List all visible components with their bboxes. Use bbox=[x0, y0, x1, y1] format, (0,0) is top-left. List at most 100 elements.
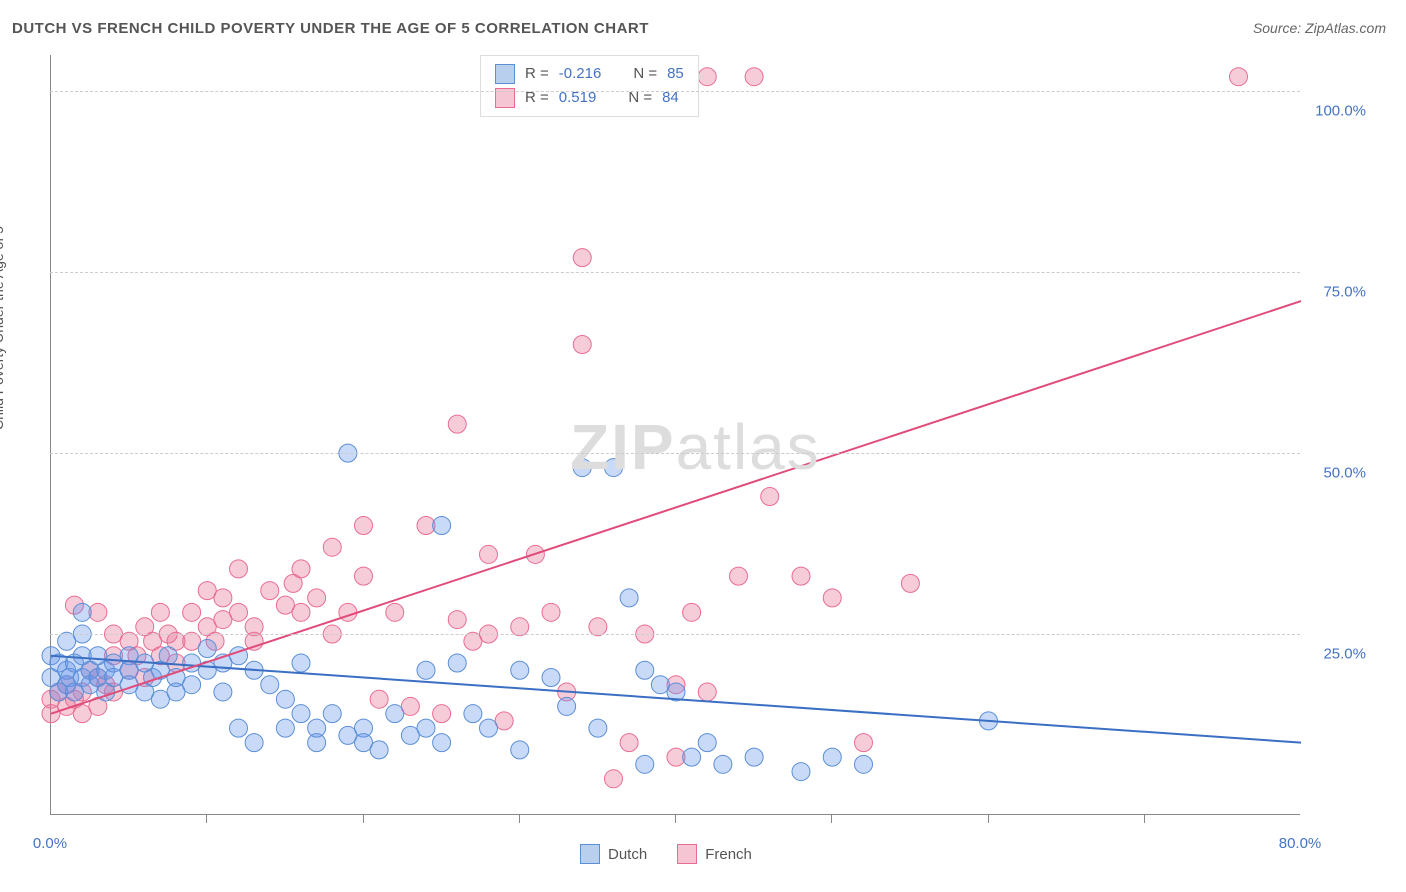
data-point bbox=[214, 589, 232, 607]
data-point bbox=[745, 748, 763, 766]
data-point bbox=[433, 734, 451, 752]
data-point bbox=[605, 770, 623, 788]
data-point bbox=[276, 690, 294, 708]
data-point bbox=[433, 516, 451, 534]
r-label-dutch: R = bbox=[525, 62, 549, 86]
data-point bbox=[292, 560, 310, 578]
data-point bbox=[1230, 68, 1248, 86]
legend-row-dutch: R = -0.216 N = 85 bbox=[495, 62, 684, 86]
source-value: ZipAtlas.com bbox=[1305, 20, 1386, 36]
dutch-swatch-icon bbox=[495, 64, 515, 84]
legend-row-french: R = 0.519 N = 84 bbox=[495, 86, 684, 110]
data-point bbox=[636, 661, 654, 679]
legend-item-dutch: Dutch bbox=[580, 844, 647, 864]
chart-title: DUTCH VS FRENCH CHILD POVERTY UNDER THE … bbox=[12, 20, 649, 37]
data-point bbox=[511, 661, 529, 679]
data-point bbox=[698, 734, 716, 752]
data-point bbox=[464, 705, 482, 723]
data-point bbox=[636, 755, 654, 773]
data-point bbox=[855, 734, 873, 752]
gridline-horizontal bbox=[50, 91, 1300, 92]
data-point bbox=[573, 249, 591, 267]
source-label: Source: bbox=[1253, 20, 1305, 36]
data-point bbox=[511, 741, 529, 759]
data-point bbox=[573, 336, 591, 354]
plot-area bbox=[50, 55, 1300, 815]
data-point bbox=[292, 603, 310, 621]
data-point bbox=[292, 705, 310, 723]
scatter-plot-svg bbox=[51, 55, 1301, 815]
french-swatch-icon bbox=[677, 844, 697, 864]
x-tick-mark bbox=[988, 815, 989, 823]
y-tick-label: 75.0% bbox=[1323, 284, 1366, 301]
series-legend: Dutch French bbox=[580, 844, 752, 864]
x-tick-mark bbox=[831, 815, 832, 823]
data-point bbox=[370, 690, 388, 708]
x-tick-mark bbox=[1144, 815, 1145, 823]
data-point bbox=[355, 567, 373, 585]
x-tick-mark bbox=[519, 815, 520, 823]
chart-container: DUTCH VS FRENCH CHILD POVERTY UNDER THE … bbox=[0, 0, 1406, 892]
n-value-dutch: 85 bbox=[667, 62, 684, 86]
r-label-french: R = bbox=[525, 86, 549, 110]
data-point bbox=[589, 719, 607, 737]
data-point bbox=[558, 697, 576, 715]
data-point bbox=[855, 755, 873, 773]
data-point bbox=[605, 459, 623, 477]
data-point bbox=[261, 582, 279, 600]
data-point bbox=[542, 668, 560, 686]
data-point bbox=[714, 755, 732, 773]
r-value-dutch: -0.216 bbox=[559, 62, 602, 86]
data-point bbox=[683, 603, 701, 621]
data-point bbox=[386, 603, 404, 621]
gridline-horizontal bbox=[50, 634, 1300, 635]
data-point bbox=[292, 654, 310, 672]
n-value-french: 84 bbox=[662, 86, 679, 110]
y-tick-label: 25.0% bbox=[1323, 646, 1366, 663]
correlation-legend: R = -0.216 N = 85 R = 0.519 N = 84 bbox=[480, 55, 699, 117]
data-point bbox=[230, 603, 248, 621]
data-point bbox=[355, 516, 373, 534]
data-point bbox=[323, 705, 341, 723]
data-point bbox=[745, 68, 763, 86]
data-point bbox=[417, 719, 435, 737]
data-point bbox=[823, 589, 841, 607]
n-label-dutch: N = bbox=[633, 62, 657, 86]
data-point bbox=[308, 719, 326, 737]
data-point bbox=[448, 611, 466, 629]
data-point bbox=[417, 661, 435, 679]
data-point bbox=[276, 719, 294, 737]
y-tick-label: 50.0% bbox=[1323, 465, 1366, 482]
data-point bbox=[448, 415, 466, 433]
data-point bbox=[261, 676, 279, 694]
data-point bbox=[620, 734, 638, 752]
data-point bbox=[183, 603, 201, 621]
regression-line bbox=[51, 301, 1301, 714]
data-point bbox=[448, 654, 466, 672]
data-point bbox=[151, 603, 169, 621]
data-point bbox=[573, 459, 591, 477]
data-point bbox=[370, 741, 388, 759]
data-point bbox=[230, 719, 248, 737]
data-point bbox=[230, 560, 248, 578]
data-point bbox=[214, 683, 232, 701]
data-point bbox=[698, 68, 716, 86]
gridline-horizontal bbox=[50, 272, 1300, 273]
x-tick-mark bbox=[675, 815, 676, 823]
data-point bbox=[433, 705, 451, 723]
legend-item-french: French bbox=[677, 844, 752, 864]
n-label-french: N = bbox=[628, 86, 652, 110]
y-axis-label: Child Poverty Under the Age of 5 bbox=[0, 226, 6, 430]
data-point bbox=[198, 640, 216, 658]
x-tick-mark bbox=[363, 815, 364, 823]
data-point bbox=[901, 574, 919, 592]
gridline-horizontal bbox=[50, 453, 1300, 454]
x-tick-label: 80.0% bbox=[1279, 835, 1322, 852]
data-point bbox=[480, 545, 498, 563]
source-attribution: Source: ZipAtlas.com bbox=[1253, 20, 1386, 36]
data-point bbox=[323, 538, 341, 556]
data-point bbox=[823, 748, 841, 766]
data-point bbox=[698, 683, 716, 701]
data-point bbox=[683, 748, 701, 766]
data-point bbox=[183, 676, 201, 694]
